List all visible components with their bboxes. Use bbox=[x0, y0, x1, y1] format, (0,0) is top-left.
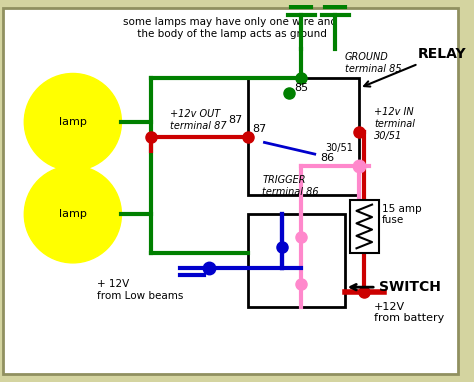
Text: TRIGGER
terminal 86: TRIGGER terminal 86 bbox=[262, 175, 319, 197]
Bar bbox=[248, 214, 345, 307]
Bar bbox=[350, 200, 379, 253]
Text: 30/51: 30/51 bbox=[326, 143, 353, 154]
Text: lamp: lamp bbox=[59, 117, 87, 127]
Text: 87: 87 bbox=[253, 124, 267, 134]
Circle shape bbox=[24, 166, 121, 263]
Text: SWITCH: SWITCH bbox=[351, 280, 441, 294]
Bar bbox=[248, 78, 359, 195]
Text: 85: 85 bbox=[294, 83, 309, 93]
Text: + 12V
from Low beams: + 12V from Low beams bbox=[97, 279, 183, 301]
Text: 15 amp
fuse: 15 amp fuse bbox=[382, 204, 421, 225]
Text: lamp: lamp bbox=[59, 209, 87, 219]
Circle shape bbox=[24, 73, 121, 171]
Text: 86: 86 bbox=[320, 153, 335, 163]
Text: some lamps may have only one wire and
 the body of the lamp acts as ground: some lamps may have only one wire and th… bbox=[123, 17, 337, 39]
Text: +12v IN
terminal
30/51: +12v IN terminal 30/51 bbox=[374, 107, 415, 141]
Text: GROUND
terminal 85: GROUND terminal 85 bbox=[345, 52, 401, 74]
Text: +12V
from battery: +12V from battery bbox=[374, 302, 444, 323]
Text: +12v OUT
terminal 87: +12v OUT terminal 87 bbox=[170, 109, 227, 131]
Text: RELAY: RELAY bbox=[364, 47, 466, 87]
Text: 87: 87 bbox=[228, 115, 243, 125]
